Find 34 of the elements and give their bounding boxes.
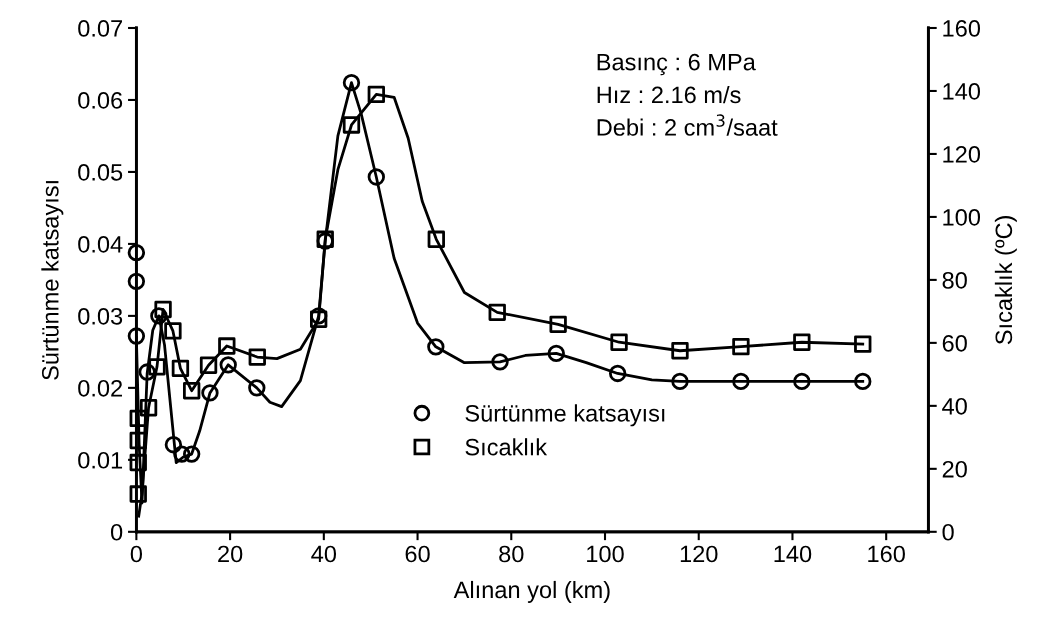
y-tick-label: 0.06: [78, 92, 123, 109]
legend-label: Sıcaklık: [465, 438, 548, 456]
y-tick-label: 0.02: [78, 379, 122, 397]
y2-tick-label: 80: [942, 271, 967, 289]
x-tick-label: 0: [130, 545, 143, 563]
y2-axis-title: Sıcaklık (ºC): [994, 216, 1017, 345]
annotation: Debi : 2 cm$^{3}$/saat: [597, 114, 778, 136]
x-tick-label: 20: [218, 545, 243, 563]
legend-label: Sürtünme katsayısı: [465, 404, 665, 427]
y2-tick-label: 100: [943, 208, 981, 226]
y-tick-label: 0.05: [78, 164, 123, 181]
x-tick-label: 100: [587, 545, 624, 563]
x-tick-label: 120: [680, 545, 718, 563]
annotation: Basınç : 6 MPa: [597, 53, 756, 76]
y2-tick-label: 20: [942, 460, 967, 478]
x-tick-label: 160: [868, 545, 905, 563]
x-axis-title: Alınan yol (km): [453, 580, 610, 603]
y2-tick-label: 40: [942, 397, 967, 415]
y-tick-label: 0.01: [78, 451, 123, 469]
y2-tick-label: 0: [942, 523, 954, 541]
annotation: Hız : 2.16 m/s: [597, 85, 741, 104]
y-axis-title: Sürtünme katsayısı: [41, 181, 64, 380]
y2-tick-label: 160: [943, 20, 981, 37]
x-tick-label: 140: [774, 545, 812, 563]
y2-tick-label: 60: [942, 334, 967, 352]
y2-tick-label: 120: [943, 146, 981, 163]
y-tick-label: 0.07: [78, 20, 122, 37]
y-tick-label: 0: [110, 523, 123, 541]
x-tick-label: 80: [499, 545, 524, 563]
y-tick-label: 0.03: [78, 307, 123, 325]
y-tick-label: 0.04: [78, 235, 123, 253]
x-tick-label: 60: [405, 545, 430, 563]
y2-tick-label: 140: [943, 83, 981, 100]
x-tick-label: 40: [311, 545, 337, 563]
